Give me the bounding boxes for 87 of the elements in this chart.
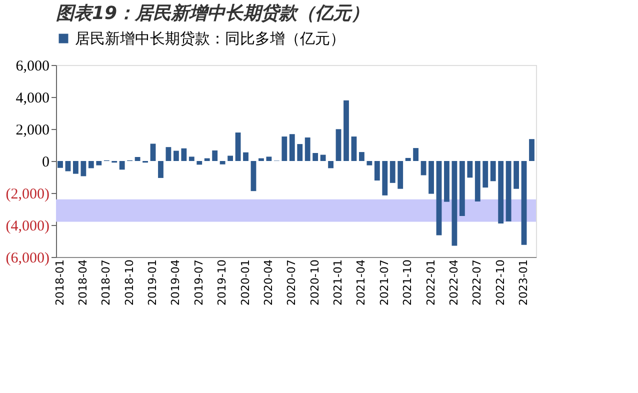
bar [351, 136, 357, 161]
bar [181, 148, 187, 161]
bar [444, 161, 450, 202]
bar [250, 161, 256, 192]
bar [289, 134, 295, 161]
bar [374, 161, 380, 181]
bar [243, 152, 248, 161]
bar [158, 161, 164, 178]
legend-label: 居民新增中长期贷款：同比多增（亿元） [75, 30, 345, 48]
bar [312, 153, 318, 161]
bar [73, 161, 78, 174]
bar [382, 161, 388, 196]
x-tick-label: 2022-10 [494, 260, 507, 306]
bar [235, 132, 241, 161]
bar [529, 139, 534, 161]
bar [474, 161, 480, 202]
bar [173, 150, 179, 161]
bar [521, 161, 527, 245]
y-tick-label: 0 [42, 154, 50, 170]
bar [212, 150, 218, 161]
y-tick-label: (2,000) [6, 186, 50, 202]
bar [358, 152, 364, 161]
x-tick-label: 2018-04 [76, 260, 90, 306]
bar [220, 161, 226, 164]
x-tick-label: 2021-10 [401, 260, 414, 306]
bar [320, 154, 326, 161]
y-tick-label: (6,000) [6, 250, 50, 266]
x-tick-label: 2021-01 [332, 260, 345, 306]
x-tick-label: 2018-10 [122, 260, 136, 306]
bar [490, 161, 496, 182]
x-tick-label: 2022-04 [447, 260, 460, 306]
x-tick-label: 2020-07 [285, 260, 298, 306]
bar [228, 156, 234, 161]
bar [150, 144, 156, 161]
x-tick-label: 2019-01 [146, 260, 160, 306]
x-tick-label: 2022-01 [424, 260, 438, 306]
bar [459, 161, 465, 216]
bar [58, 161, 63, 168]
bar [336, 129, 342, 161]
bar [467, 161, 473, 178]
bar [166, 147, 172, 161]
bar [204, 158, 210, 161]
x-tick-label: 2021-04 [354, 260, 368, 306]
y-tick-label: (4,000) [6, 218, 50, 234]
bar [482, 161, 488, 188]
bar [297, 144, 303, 161]
bar [405, 158, 411, 161]
bar [344, 100, 349, 161]
x-tick-label: 2019-04 [169, 260, 182, 306]
bar [498, 161, 504, 224]
x-tick-label: 2019-10 [216, 260, 229, 306]
bar [88, 161, 94, 168]
bar [420, 161, 426, 176]
bar [65, 161, 71, 172]
bar [119, 161, 125, 170]
bar [398, 161, 404, 189]
bar [304, 137, 310, 161]
bar [514, 161, 519, 189]
bar [188, 156, 194, 161]
x-tick-label: 2020-10 [308, 260, 322, 306]
x-tick-label: 2022-07 [470, 260, 484, 306]
bar [390, 161, 396, 183]
bar [436, 161, 442, 236]
bar [328, 161, 334, 168]
bar [282, 136, 288, 161]
bar [366, 161, 372, 166]
bar [506, 161, 512, 222]
bar [96, 161, 102, 166]
bar [258, 158, 264, 161]
bar [134, 157, 140, 161]
y-tick-label: 4,000 [16, 90, 50, 106]
x-tick-label: 2018-01 [53, 260, 66, 306]
bar [452, 161, 458, 246]
chart-title: 图表19：居民新增中长期贷款（亿元） [56, 3, 370, 24]
bar [413, 148, 419, 161]
bar [266, 156, 272, 161]
y-tick-label: 6,000 [16, 58, 50, 74]
x-tick-label: 2021-07 [378, 260, 391, 306]
x-tick-label: 2018-07 [100, 260, 113, 306]
x-tick-label: 2020-01 [238, 260, 252, 306]
bar [196, 161, 202, 165]
x-tick-label: 2020-04 [262, 260, 275, 306]
bar [80, 161, 86, 176]
bar [428, 161, 434, 194]
x-tick-label: 2023-01 [517, 260, 530, 306]
y-tick-label: 2,000 [16, 122, 50, 138]
x-tick-label: 2019-07 [192, 260, 206, 306]
